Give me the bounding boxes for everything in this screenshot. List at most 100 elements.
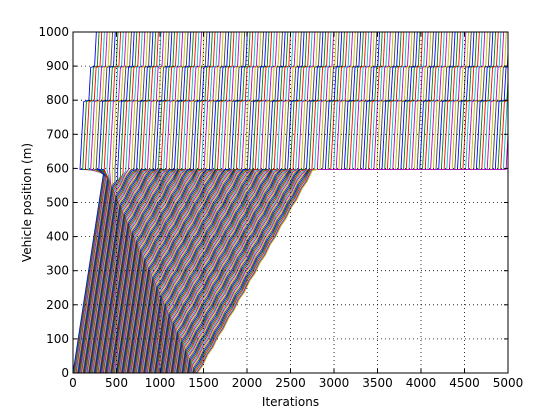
x-tick-label: 3500: [362, 376, 393, 390]
x-tick-label: 500: [105, 376, 128, 390]
vehicle-trajectory: [175, 32, 451, 373]
vehicle-trajectory: [179, 32, 464, 373]
vehicle-trajectory: [185, 32, 486, 373]
vehicle-trajectory: [97, 32, 184, 373]
vehicle-trajectory: [161, 32, 402, 373]
y-tick-label: 300: [46, 264, 69, 278]
vehicle-trajectory: [186, 32, 488, 373]
vehicle-trajectory: [146, 32, 354, 373]
x-tick-label: 2000: [232, 376, 263, 390]
vehicle-trajectory: [111, 32, 232, 373]
vehicle-trajectory: [174, 32, 448, 373]
vehicle-trajectory: [153, 32, 378, 373]
vehicle-trajectory: [130, 32, 297, 373]
vehicle-trajectory: [187, 32, 494, 373]
x-tick-label: 4000: [406, 376, 437, 390]
vehicle-trajectory: [135, 32, 316, 373]
vehicle-trajectory: [149, 32, 362, 373]
vehicle-trajectory: [170, 32, 434, 373]
vehicle-trajectory: [150, 32, 364, 373]
y-tick-label: 500: [46, 196, 69, 210]
vehicle-trajectory: [138, 32, 324, 373]
vehicle-trajectory: [114, 32, 243, 373]
vehicle-trajectory: [135, 32, 313, 373]
y-tick-label: 600: [46, 161, 69, 175]
vehicle-trajectory: [102, 32, 200, 373]
vehicle-trajectory: [152, 32, 372, 373]
vehicle-trajectory: [148, 32, 359, 373]
vehicle-trajectory: [154, 32, 381, 373]
y-tick-labels: 0 100 200 300 400 500 600 700 800 900 1000: [38, 25, 69, 380]
vehicle-trajectory: [191, 32, 507, 373]
vehicle-trajectory: [128, 32, 292, 373]
vehicle-trajectory: [189, 32, 499, 373]
vehicle-trajectory: [162, 32, 408, 373]
vehicle-trajectory: [100, 32, 194, 373]
vehicle-trajectory: [156, 32, 386, 373]
vehicle-trajectory: [131, 32, 300, 373]
vehicle-trajectory: [74, 32, 107, 373]
vehicle-trajectory: [196, 126, 508, 373]
x-tick-label: 1500: [188, 376, 219, 390]
x-tick-label: 1000: [145, 376, 176, 390]
vehicle-trajectory: [99, 32, 189, 373]
vehicle-trajectory: [117, 32, 254, 373]
vehicle-trajectory: [183, 32, 480, 373]
vehicle-trajectory: [193, 72, 508, 373]
vehicle-trajectory: [171, 32, 437, 373]
vehicle-trajectory: [104, 32, 208, 373]
vehicle-trajectory: [168, 32, 426, 373]
vehicle-trajectory: [160, 32, 399, 373]
vehicle-trajectory: [133, 32, 308, 373]
grid: [73, 32, 508, 373]
y-tick-label: 1000: [38, 25, 69, 39]
vehicle-trajectory: [74, 32, 106, 373]
vehicle-trajectory: [153, 32, 375, 373]
vehicle-trajectory: [192, 42, 508, 373]
vehicle-trajectory: [182, 32, 478, 373]
vehicle-trajectory: [158, 32, 394, 373]
vehicle-trajectory: [157, 32, 391, 373]
vehicle-trajectory: [82, 32, 132, 373]
vehicle-trajectory: [107, 32, 219, 373]
y-tick-label: 400: [46, 230, 69, 244]
vehicle-trajectory: [164, 32, 413, 373]
vehicle-trajectory: [88, 32, 151, 373]
vehicle-trajectory: [177, 32, 459, 373]
vehicle-trajectory: [110, 32, 227, 373]
x-tick-label: 5000: [493, 376, 524, 390]
vehicle-trajectory: [99, 32, 192, 373]
vehicle-trajectory: [184, 32, 483, 373]
vehicle-trajectory: [169, 32, 432, 373]
vehicle-trajectory: [179, 32, 467, 373]
vehicle-trajectory: [120, 32, 262, 373]
vehicle-trajectory: [113, 32, 238, 373]
vehicle-trajectory: [173, 32, 445, 373]
vehicle-trajectory: [161, 32, 405, 373]
x-tick-label: 3000: [319, 376, 350, 390]
vehicle-trajectory: [98, 32, 186, 373]
vehicle-trajectory: [128, 32, 289, 373]
vehicle-trajectory: [123, 32, 273, 373]
vehicle-trajectory: [115, 32, 246, 373]
vehicle-trajectory: [143, 32, 343, 373]
vehicle-trajectory: [132, 32, 305, 373]
vehicle-trajectory: [84, 32, 138, 373]
vehicle-trajectory: [139, 32, 329, 373]
y-tick-label: 800: [46, 93, 69, 107]
plot-area: [73, 32, 508, 373]
vehicle-trajectory: [190, 32, 505, 373]
vehicle-trajectory: [159, 32, 397, 373]
vehicle-trajectory: [112, 32, 235, 373]
vehicle-trajectory: [125, 32, 281, 373]
vehicle-trajectory: [176, 32, 456, 373]
vehicle-trajectory: [118, 32, 256, 373]
y-tick-label: 0: [61, 366, 69, 380]
vehicle-trajectory: [150, 32, 367, 373]
vehicle-trajectory: [124, 32, 275, 373]
vehicle-trajectory: [157, 32, 389, 373]
x-tick-label: 2500: [275, 376, 306, 390]
x-tick-label: 4500: [449, 376, 480, 390]
vehicle-trajectory: [181, 32, 472, 373]
